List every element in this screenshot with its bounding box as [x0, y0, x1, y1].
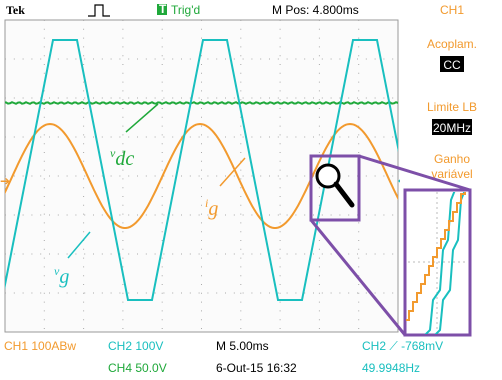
- position: M Pos: 4.800ms: [272, 3, 359, 17]
- trigger-level: CH2 ⟋ -768mV: [362, 339, 443, 353]
- ch1-setting: CH1 100ABw: [4, 339, 76, 353]
- date: 6-Out-15 16:32: [216, 361, 297, 375]
- menu-label: Limite LB: [427, 100, 477, 114]
- menu-value: CC: [443, 58, 461, 72]
- ch1-marker: ➔: [0, 174, 10, 188]
- frequency: 49.9948Hz: [362, 361, 420, 375]
- page: Tek T Trig'd M Pos: 4.800ms CH1 ➔ vdc ig…: [0, 0, 502, 380]
- menu-value: 20MHz: [433, 121, 471, 135]
- channel: CH1: [440, 3, 464, 17]
- scope-screen: Tek T Trig'd M Pos: 4.800ms CH1 ➔ vdc ig…: [0, 0, 502, 380]
- ig-sub: g: [208, 198, 218, 220]
- vdc-sub: dc: [115, 148, 134, 170]
- vg-sub: g: [59, 266, 69, 288]
- trig-icon-letter: T: [159, 2, 167, 16]
- timebase: M 5.00ms: [216, 339, 269, 353]
- ch2-setting: CH2 100V: [108, 339, 163, 353]
- trigger-status: Trig'd: [171, 3, 200, 17]
- ch4-setting: CH4 50.0V: [108, 361, 167, 375]
- menu-label: Acoplam.: [427, 37, 477, 51]
- brand: Tek: [6, 3, 25, 17]
